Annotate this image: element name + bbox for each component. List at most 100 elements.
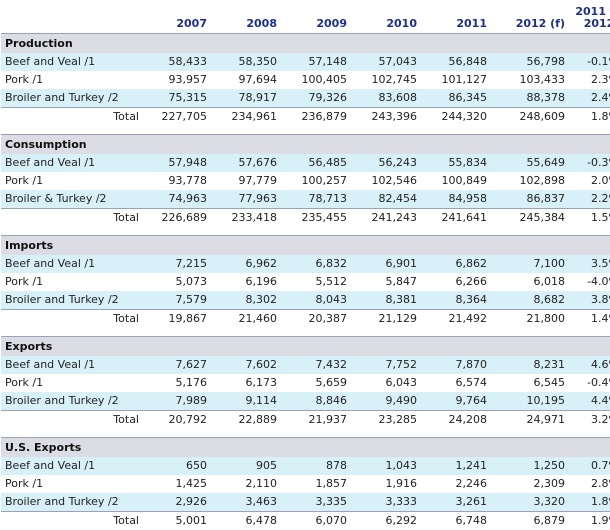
value-cell: 8,302 [213, 291, 283, 310]
value-cell: 102,745 [353, 71, 423, 89]
value-cell: 6,545 [493, 374, 571, 392]
section-title: Consumption [1, 135, 610, 155]
change-cell: 0.7% [571, 457, 610, 475]
section-header-row: U.S. Exports [1, 438, 610, 458]
row-label: Pork /1 [1, 273, 143, 291]
value-cell: 6,196 [213, 273, 283, 291]
value-cell: 6,862 [423, 255, 493, 273]
value-cell: 56,848 [423, 53, 493, 71]
value-cell: 58,433 [143, 53, 213, 71]
value-cell: 75,315 [143, 89, 213, 108]
value-cell: 8,043 [283, 291, 353, 310]
value-cell: 3,261 [423, 493, 493, 512]
total-value-cell: 20,387 [283, 310, 353, 329]
total-value-cell: 241,641 [423, 209, 493, 228]
value-cell: 8,846 [283, 392, 353, 411]
value-cell: 3,333 [353, 493, 423, 512]
row-label: Beef and Veal /1 [1, 53, 143, 71]
total-value-cell: 227,705 [143, 108, 213, 127]
value-cell: 57,043 [353, 53, 423, 71]
row-label: Pork /1 [1, 374, 143, 392]
change-cell: 3.8% [571, 291, 610, 310]
value-cell: 7,602 [213, 356, 283, 374]
change-cell: 1.8% [571, 493, 610, 512]
value-cell: 2,309 [493, 475, 571, 493]
change-cell: 4.4% [571, 392, 610, 411]
value-cell: 3,320 [493, 493, 571, 512]
row-label: Broiler and Turkey /2 [1, 493, 143, 512]
value-cell: 93,778 [143, 172, 213, 190]
total-label: Total [1, 310, 143, 329]
row-label: Broiler and Turkey /2 [1, 291, 143, 310]
total-label: Total [1, 411, 143, 430]
value-cell: 78,917 [213, 89, 283, 108]
section-title: Imports [1, 236, 610, 256]
header-blank [1, 0, 143, 34]
value-cell: 83,608 [353, 89, 423, 108]
total-value-cell: 24,971 [493, 411, 571, 430]
value-cell: 9,114 [213, 392, 283, 411]
change-cell: 2.3% [571, 71, 610, 89]
value-cell: 57,948 [143, 154, 213, 172]
value-cell: 1,043 [353, 457, 423, 475]
change-cell: -0.3% [571, 154, 610, 172]
spacer-cell [1, 429, 610, 438]
row-label: Pork /1 [1, 71, 143, 89]
change-cell: -0.1% [571, 53, 610, 71]
value-cell: 103,433 [493, 71, 571, 89]
value-cell: 58,350 [213, 53, 283, 71]
change-cell: -4.0% [571, 273, 610, 291]
value-cell: 55,834 [423, 154, 493, 172]
value-cell: 56,485 [283, 154, 353, 172]
value-cell: 6,574 [423, 374, 493, 392]
value-cell: 100,405 [283, 71, 353, 89]
total-value-cell: 22,889 [213, 411, 283, 430]
spacer-cell [1, 126, 610, 135]
value-cell: 10,195 [493, 392, 571, 411]
value-cell: 3,335 [283, 493, 353, 512]
total-value-cell: 21,492 [423, 310, 493, 329]
total-value-cell: 5,001 [143, 512, 213, 530]
total-value-cell: 235,455 [283, 209, 353, 228]
value-cell: 8,364 [423, 291, 493, 310]
value-cell: 6,018 [493, 273, 571, 291]
value-cell: 7,870 [423, 356, 493, 374]
section-spacer [1, 126, 610, 135]
total-value-cell: 244,320 [423, 108, 493, 127]
value-cell: 101,127 [423, 71, 493, 89]
value-cell: 650 [143, 457, 213, 475]
value-cell: 55,649 [493, 154, 571, 172]
value-cell: 6,173 [213, 374, 283, 392]
header-year-2008: 2008 [213, 0, 283, 34]
header-year-2011: 2011 [423, 0, 493, 34]
value-cell: 8,231 [493, 356, 571, 374]
total-value-cell: 6,292 [353, 512, 423, 530]
value-cell: 1,250 [493, 457, 571, 475]
total-value-cell: 245,384 [493, 209, 571, 228]
value-cell: 1,241 [423, 457, 493, 475]
value-cell: 74,963 [143, 190, 213, 209]
section-header-row: Consumption [1, 135, 610, 155]
value-cell: 100,257 [283, 172, 353, 190]
total-change-cell: 1.4% [571, 310, 610, 329]
value-cell: 5,073 [143, 273, 213, 291]
section-header-row: Production [1, 34, 610, 54]
value-cell: 2,926 [143, 493, 213, 512]
value-cell: 100,849 [423, 172, 493, 190]
section-header-row: Exports [1, 337, 610, 357]
total-value-cell: 21,937 [283, 411, 353, 430]
value-cell: 7,989 [143, 392, 213, 411]
header-year-2009: 2009 [283, 0, 353, 34]
change-cell: 2.2% [571, 190, 610, 209]
value-cell: 56,798 [493, 53, 571, 71]
